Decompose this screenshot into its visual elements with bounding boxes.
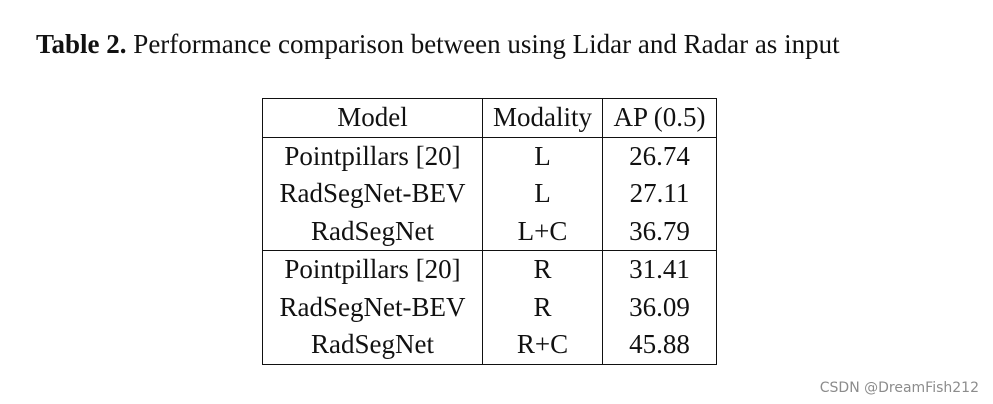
table-row: RadSegNet-BEV L 27.11 <box>262 175 717 213</box>
caption-text: Performance comparison between using Lid… <box>133 29 840 59</box>
table-row: RadSegNet R+C 45.88 <box>262 326 717 365</box>
header-modality: Modality <box>482 98 603 138</box>
ap-cell: 36.09 <box>602 288 717 326</box>
table-row: RadSegNet L+C 36.79 <box>262 212 717 251</box>
modality-cell: L <box>482 137 603 175</box>
model-cell: RadSegNet-BEV <box>262 288 483 326</box>
header-ap: AP (0.5) <box>602 98 717 138</box>
model-cell: Pointpillars [20] <box>262 250 483 289</box>
table-caption: Table 2. Performance comparison between … <box>36 26 840 62</box>
modality-cell: R <box>482 250 603 289</box>
lidar-group: Pointpillars [20] L 26.74 RadSegNet-BEV … <box>262 137 717 251</box>
modality-cell: R <box>482 288 603 326</box>
table-row: Pointpillars [20] L 26.74 <box>262 137 717 175</box>
modality-cell: R+C <box>482 326 603 365</box>
ap-cell: 36.79 <box>602 212 717 251</box>
ap-cell: 31.41 <box>602 250 717 289</box>
table-row: Pointpillars [20] R 31.41 <box>262 250 717 289</box>
model-cell: RadSegNet-BEV <box>262 175 483 213</box>
ap-cell: 45.88 <box>602 326 717 365</box>
header-model: Model <box>262 98 483 138</box>
results-table: Model Modality AP (0.5) Pointpillars [20… <box>262 98 717 365</box>
ap-cell: 26.74 <box>602 137 717 175</box>
modality-cell: L <box>482 175 603 213</box>
model-cell: RadSegNet <box>262 326 483 365</box>
caption-label: Table 2. <box>36 29 127 59</box>
table-row: RadSegNet-BEV R 36.09 <box>262 288 717 326</box>
radar-group: Pointpillars [20] R 31.41 RadSegNet-BEV … <box>262 250 717 365</box>
ap-cell: 27.11 <box>602 175 717 213</box>
model-cell: Pointpillars [20] <box>262 137 483 175</box>
watermark: CSDN @DreamFish212 <box>819 380 979 396</box>
header-row: Model Modality AP (0.5) <box>262 98 717 138</box>
model-cell: RadSegNet <box>262 212 483 251</box>
modality-cell: L+C <box>482 212 603 251</box>
